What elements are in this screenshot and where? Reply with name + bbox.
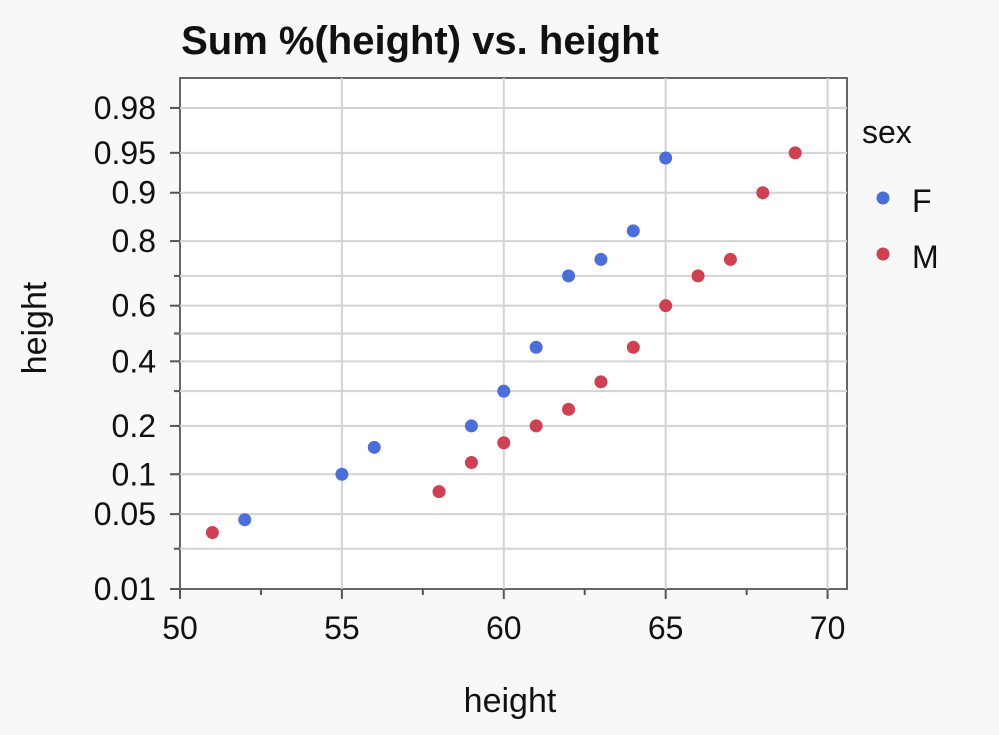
- data-point-m: [659, 299, 673, 313]
- y-tick-label: 0.2: [112, 408, 156, 444]
- legend-marker-m: [876, 247, 890, 261]
- data-point-m: [205, 526, 219, 540]
- data-point-f: [659, 151, 673, 165]
- data-point-f: [562, 269, 576, 283]
- data-point-f: [238, 513, 252, 527]
- legend-label-m: M: [912, 239, 939, 275]
- gridlines: [180, 78, 847, 589]
- data-point-m: [691, 269, 705, 283]
- y-tick-label: 0.1: [112, 456, 156, 492]
- y-tick-label: 0.8: [112, 223, 156, 259]
- data-point-f: [594, 252, 608, 266]
- legend-marker-f: [876, 191, 890, 205]
- y-tick-label: 0.95: [94, 135, 156, 171]
- y-tick-label: 0.4: [112, 343, 156, 379]
- data-point-m: [594, 375, 608, 389]
- y-tick-label: 0.9: [112, 175, 156, 211]
- data-point-f: [367, 440, 381, 454]
- data-points: [205, 146, 802, 540]
- y-axis-label: height: [16, 281, 54, 374]
- x-tick-label: 50: [162, 610, 198, 646]
- data-point-m: [529, 419, 543, 433]
- x-tick-label: 65: [648, 610, 684, 646]
- y-tick-label: 0.98: [94, 90, 156, 126]
- legend-label-f: F: [912, 183, 932, 219]
- data-point-m: [432, 485, 446, 499]
- chart-title: Sum %(height) vs. height: [181, 19, 659, 63]
- y-tick-label: 0.6: [112, 288, 156, 324]
- data-point-f: [529, 340, 543, 354]
- data-point-m: [626, 340, 640, 354]
- data-point-f: [335, 467, 349, 481]
- legend-items: FM: [876, 183, 939, 275]
- y-tick-label: 0.01: [94, 571, 156, 607]
- x-tick-label: 70: [810, 610, 846, 646]
- data-point-m: [723, 252, 737, 266]
- y-tick-label: 0.05: [94, 496, 156, 532]
- data-point-f: [464, 419, 478, 433]
- legend-title: sex: [862, 114, 912, 150]
- data-point-m: [464, 456, 478, 470]
- data-point-m: [756, 186, 770, 200]
- y-axis: 0.01 0.05 0.1 0.2 0.4 0.6 0.8 0.9 0.95 0.98: [94, 90, 180, 607]
- data-point-m: [788, 146, 802, 160]
- x-axis-label: height: [464, 682, 557, 720]
- x-axis: 50 55 60 65 70: [162, 589, 845, 646]
- legend: sex FM: [862, 114, 939, 275]
- x-tick-label: 55: [324, 610, 360, 646]
- data-point-f: [626, 224, 640, 238]
- data-point-m: [497, 436, 511, 450]
- data-point-f: [497, 384, 511, 398]
- data-point-m: [562, 402, 576, 416]
- x-tick-label: 60: [486, 610, 522, 646]
